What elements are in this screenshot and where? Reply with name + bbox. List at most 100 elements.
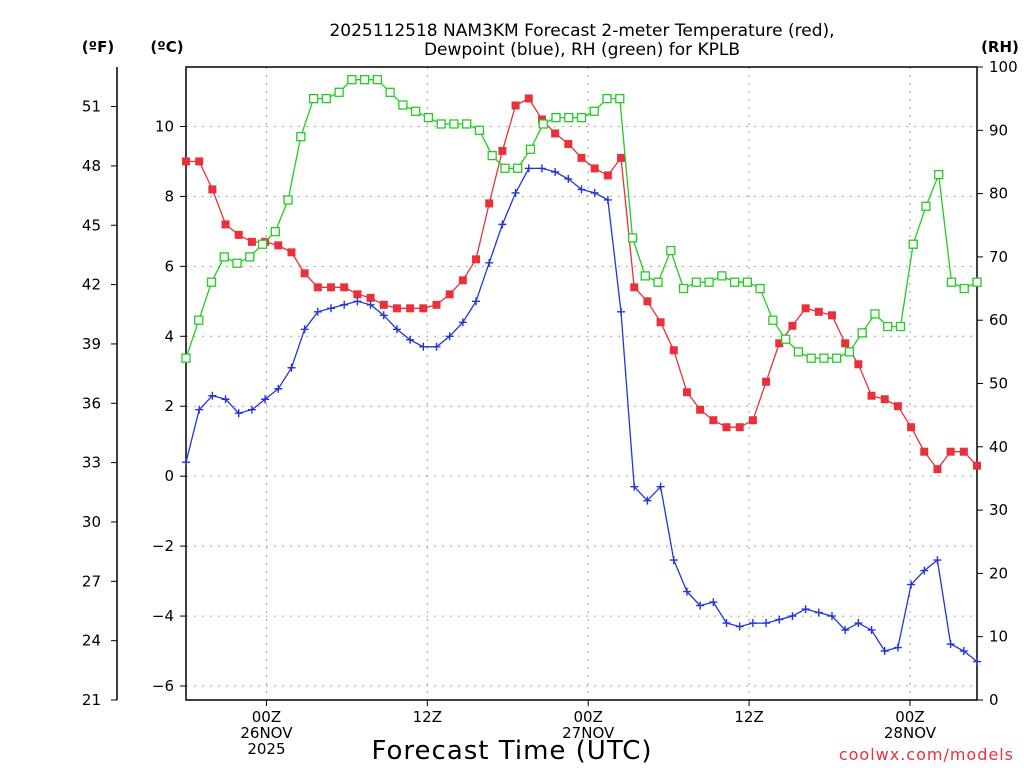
- x-tick-label: 27NOV: [562, 724, 615, 742]
- rh-tick-label: 60: [989, 311, 1008, 329]
- rh-point: [551, 112, 561, 123]
- rh-point: [921, 201, 931, 211]
- temperature-point: [722, 423, 731, 432]
- celsius-tick-label: −4: [152, 607, 174, 625]
- celsius-tick-label: −6: [152, 677, 174, 695]
- dewpoint-point: [959, 647, 968, 656]
- dewpoint-line: [185, 167, 978, 663]
- temperature-point: [907, 423, 916, 432]
- celsius-tick-label: 10: [155, 117, 174, 135]
- temperature-point: [366, 293, 375, 302]
- rh-point: [895, 321, 906, 332]
- dewpoint-point: [287, 363, 296, 372]
- temperature-point: [221, 220, 230, 229]
- rh-tick-label: 90: [989, 121, 1008, 139]
- dewpoint-point: [182, 458, 190, 467]
- rh-tick-label: 10: [989, 628, 1008, 646]
- rh-point: [768, 315, 778, 325]
- rh-point: [474, 125, 485, 135]
- rh-point: [500, 163, 510, 173]
- dewpoint-point: [445, 332, 454, 341]
- temperature-point: [933, 465, 942, 474]
- x-tick-label: 2025: [247, 740, 285, 758]
- temperature-point: [841, 339, 850, 348]
- plot-frame: [185, 66, 978, 701]
- temperature-point: [669, 346, 678, 355]
- dewpoint-point: [841, 626, 850, 635]
- celsius-tick-label: 2: [164, 397, 174, 415]
- rh-point: [385, 87, 395, 97]
- dewpoint-point: [458, 318, 467, 327]
- dewpoint-point: [696, 601, 705, 610]
- rh-point: [857, 328, 867, 338]
- grid-lines: [186, 67, 977, 700]
- rh-point: [615, 94, 625, 104]
- rh-point: [870, 309, 880, 319]
- dewpoint-point: [788, 612, 797, 621]
- rh-point: [589, 106, 599, 116]
- axes: [111, 66, 983, 706]
- dewpoint-point: [814, 608, 823, 617]
- temperature-point: [406, 304, 415, 313]
- fahrenheit-tick-label: 24: [82, 632, 101, 650]
- temperature-point: [577, 153, 586, 162]
- dewpoint-point: [643, 496, 652, 505]
- rh-point: [308, 94, 319, 104]
- fahrenheit-tick-label: 36: [82, 394, 101, 412]
- temperature-point: [300, 269, 309, 278]
- dewpoint-point: [762, 619, 771, 628]
- rh-tick-label: 70: [989, 248, 1008, 266]
- dewpoint-point: [564, 174, 573, 183]
- data-series: [181, 75, 982, 666]
- temperature-point: [208, 185, 217, 194]
- temperature-point: [920, 447, 929, 456]
- rh-point: [832, 353, 842, 363]
- temperature-point: [603, 171, 612, 180]
- rh-point: [564, 112, 574, 123]
- rh-point: [717, 271, 727, 281]
- rh-point: [742, 277, 753, 287]
- dewpoint-point: [946, 640, 955, 649]
- fahrenheit-tick-label: 51: [82, 98, 101, 116]
- rh-point: [423, 112, 434, 123]
- x-tick-label: 26NOV: [240, 724, 293, 742]
- dewpoint-point: [920, 566, 929, 575]
- rh-point: [844, 347, 855, 357]
- dewpoint-point: [669, 556, 678, 565]
- dewpoint-point: [195, 405, 204, 414]
- dewpoint-point: [498, 220, 507, 229]
- rh-point: [194, 315, 204, 325]
- temperature-point: [485, 199, 494, 208]
- rh-point: [359, 75, 370, 85]
- rh-point: [449, 119, 459, 129]
- dewpoint-point: [366, 300, 375, 309]
- dewpoint-point: [406, 335, 415, 344]
- dewpoint-point: [933, 556, 942, 565]
- rh-point: [436, 119, 446, 129]
- temperature-point: [946, 447, 955, 456]
- celsius-tick-label: −2: [152, 537, 174, 555]
- temperature-point: [630, 283, 639, 292]
- rh-point: [780, 334, 791, 344]
- celsius-tick-label: 4: [164, 327, 174, 345]
- dewpoint-point: [432, 342, 441, 351]
- dewpoint-point: [472, 297, 481, 306]
- temperature-point: [801, 304, 810, 313]
- dewpoint-point: [973, 657, 981, 666]
- dewpoint-point: [709, 598, 718, 607]
- rh-point: [729, 277, 740, 287]
- temperature-point: [458, 276, 467, 285]
- chart-title-line-1: 2025112518 NAM3KM Forecast 2-meter Tempe…: [329, 21, 834, 41]
- temperature-point: [287, 248, 296, 257]
- dewpoint-point: [208, 391, 217, 400]
- temperature-point: [643, 297, 652, 306]
- temperature-point: [735, 423, 744, 432]
- dewpoint-point: [511, 188, 520, 197]
- celsius-tick-label: 6: [164, 257, 174, 275]
- x-tick-label: 00Z: [252, 708, 281, 726]
- temperature-point: [682, 388, 691, 397]
- rh-point: [334, 87, 344, 97]
- dewpoint-point: [261, 395, 270, 404]
- temperature-point: [247, 237, 256, 246]
- temperature-point: [814, 307, 823, 316]
